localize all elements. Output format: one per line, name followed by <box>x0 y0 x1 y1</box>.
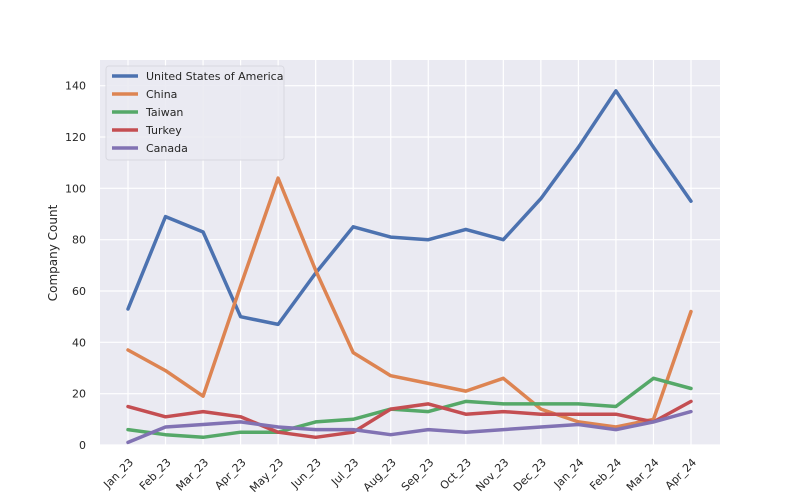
y-tick-label: 0 <box>79 439 86 452</box>
legend: United States of America China Taiwan Turke… <box>105 65 285 161</box>
series-line-turkey <box>126 399 693 440</box>
x-tick-label: Feb_24 <box>587 456 624 493</box>
legend-label: Taiwan <box>145 106 183 119</box>
legend-label: United States of America <box>146 70 283 83</box>
y-axis-ticks: 0 20 40 60 80 100 120 140 <box>65 80 86 452</box>
x-tick-label: Sep_23 <box>399 456 437 494</box>
y-tick-label: 100 <box>65 182 86 195</box>
series-line-china <box>126 176 693 429</box>
legend-box <box>105 65 285 161</box>
y-tick-label: 40 <box>72 336 86 349</box>
x-tick-label: May_23 <box>247 456 286 495</box>
x-tick-label: Jan_23 <box>100 456 136 492</box>
legend-label: China <box>146 88 177 101</box>
y-axis-label: Company Count <box>46 204 60 301</box>
x-tick-label: Jun_23 <box>288 456 324 492</box>
y-tick-label: 60 <box>72 285 86 298</box>
y-tick-label: 20 <box>72 388 86 401</box>
x-tick-label: Mar_24 <box>624 456 662 494</box>
x-tick-label: Jan_24 <box>551 456 587 492</box>
series-lines <box>126 89 693 445</box>
y-tick-label: 140 <box>65 80 86 93</box>
y-tick-label: 80 <box>72 234 86 247</box>
x-tick-label: Oct_23 <box>437 456 473 492</box>
x-tick-label: Nov_23 <box>473 456 511 494</box>
x-tick-label: Dec_23 <box>511 456 549 494</box>
series-line-canada <box>126 409 693 445</box>
x-tick-label: Jul_23 <box>328 456 361 489</box>
legend-label: Turkey <box>145 124 182 137</box>
y-tick-label: 120 <box>65 131 86 144</box>
series-line-united-states-of-america <box>126 89 693 327</box>
x-tick-label: Feb_23 <box>137 456 174 493</box>
legend-label: Canada <box>146 142 188 155</box>
series-line-taiwan <box>126 376 693 440</box>
x-tick-label: Mar_23 <box>174 456 212 494</box>
x-tick-label: Apr_23 <box>212 456 248 492</box>
x-tick-label: Apr_24 <box>663 456 699 492</box>
x-tick-label: Aug_23 <box>361 456 399 494</box>
